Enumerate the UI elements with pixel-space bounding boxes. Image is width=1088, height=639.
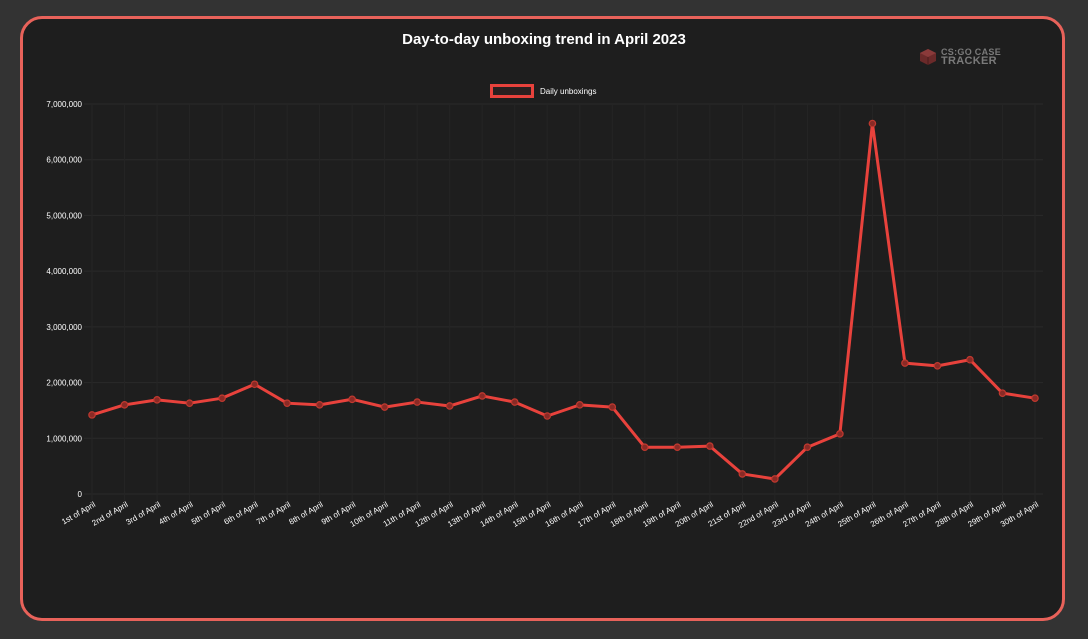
grid-lines <box>84 103 1043 500</box>
site-logo[interactable]: CS:GO CASE TRACKER <box>919 47 1002 67</box>
y-tick-label: 5,000,000 <box>46 211 82 220</box>
y-tick-label: 3,000,000 <box>46 323 82 332</box>
data-point[interactable] <box>836 430 844 438</box>
data-point[interactable] <box>1031 394 1039 402</box>
data-line <box>91 122 1036 481</box>
y-tick-label: 4,000,000 <box>46 267 82 276</box>
data-point[interactable] <box>771 475 779 483</box>
data-point[interactable] <box>673 443 682 452</box>
data-point[interactable] <box>348 395 356 404</box>
data-point[interactable] <box>510 398 519 406</box>
data-point[interactable] <box>88 411 96 419</box>
data-point[interactable] <box>998 389 1007 397</box>
x-tick-label: 6th of April <box>222 500 259 527</box>
data-point[interactable] <box>803 443 812 452</box>
x-tick-label: 3rd of April <box>124 500 162 527</box>
legend-swatch <box>490 84 534 98</box>
logo-line-1: CS:GO CASE <box>941 47 1002 57</box>
y-axis: 0 1,000,000 2,000,000 3,000,000 4,000,000 5,0… <box>46 100 82 499</box>
case-box-icon <box>920 49 936 65</box>
legend-label: Daily unboxings <box>540 86 597 96</box>
y-tick-label: 2,000,000 <box>46 379 82 388</box>
data-point[interactable] <box>640 443 649 452</box>
data-point[interactable] <box>250 380 259 389</box>
chart-title: Day-to-day unboxing trend in April 2023 <box>402 31 686 48</box>
series-daily-unboxings <box>88 119 1039 483</box>
data-point[interactable] <box>218 394 226 402</box>
y-tick-label: 6,000,000 <box>46 156 82 165</box>
data-point[interactable] <box>283 399 291 407</box>
data-point[interactable] <box>543 412 552 420</box>
data-point[interactable] <box>120 401 129 409</box>
y-tick-label: 1,000,000 <box>46 434 82 443</box>
logo-line-2: TRACKER <box>941 55 997 67</box>
x-tick-label: 2nd of April <box>90 500 129 528</box>
data-point[interactable] <box>413 398 421 406</box>
data-point[interactable] <box>380 403 389 411</box>
data-point[interactable] <box>478 392 487 400</box>
x-tick-label: 5th of April <box>190 500 227 527</box>
data-point[interactable] <box>738 470 747 478</box>
data-point[interactable] <box>706 442 714 450</box>
data-point[interactable] <box>901 359 909 367</box>
logo-text: CS:GO CASE TRACKER <box>941 47 1002 67</box>
data-point[interactable] <box>315 401 324 409</box>
chart-card <box>20 16 1065 621</box>
legend[interactable]: Daily unboxings <box>490 84 596 98</box>
data-point[interactable] <box>933 362 942 370</box>
data-point[interactable] <box>445 402 454 410</box>
y-tick-label: 0 <box>78 490 83 499</box>
x-tick-label: 7th of April <box>255 500 292 527</box>
x-tick-label: 4th of April <box>157 500 194 527</box>
data-point[interactable] <box>608 403 617 411</box>
y-tick-label: 7,000,000 <box>46 100 82 109</box>
data-point[interactable] <box>185 399 194 407</box>
data-point[interactable] <box>153 396 161 404</box>
data-point[interactable] <box>575 401 584 409</box>
data-point[interactable] <box>966 355 974 364</box>
x-tick-label: 8th of April <box>287 500 324 527</box>
data-point[interactable] <box>868 119 877 128</box>
